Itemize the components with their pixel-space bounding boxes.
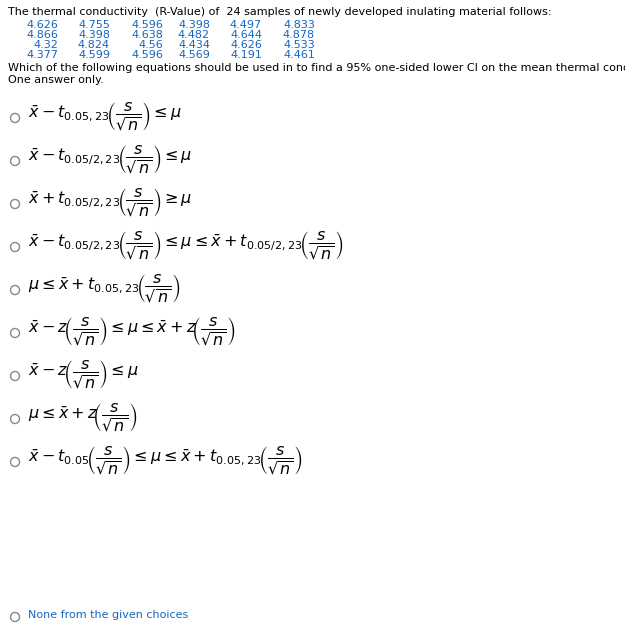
Text: 4.755: 4.755: [78, 20, 110, 30]
Text: 4.626: 4.626: [230, 40, 262, 50]
Text: 4.878: 4.878: [283, 30, 315, 40]
Text: 4.434: 4.434: [178, 40, 210, 50]
Text: $\bar{x} - t_{0.05/2,23}\!\left(\dfrac{s}{\sqrt{n}}\right) \leq \mu \leq \bar{x}: $\bar{x} - t_{0.05/2,23}\!\left(\dfrac{s…: [28, 229, 344, 261]
Text: $\bar{x} - t_{0.05/2,23}\!\left(\dfrac{s}{\sqrt{n}}\right) \leq \mu$: $\bar{x} - t_{0.05/2,23}\!\left(\dfrac{s…: [28, 143, 192, 174]
Text: 4.32: 4.32: [33, 40, 58, 50]
Text: 4.398: 4.398: [178, 20, 210, 30]
Text: The thermal conductivity  (R-Value) of  24 samples of newly developed inulating : The thermal conductivity (R-Value) of 24…: [8, 7, 551, 17]
Text: $\bar{x} - z\!\left(\dfrac{s}{\sqrt{n}}\right) \leq \mu$: $\bar{x} - z\!\left(\dfrac{s}{\sqrt{n}}\…: [28, 358, 139, 390]
Text: 4.644: 4.644: [230, 30, 262, 40]
Text: $\bar{x} - t_{0.05}\!\left(\dfrac{s}{\sqrt{n}}\right) \leq \mu \leq \bar{x} + t_: $\bar{x} - t_{0.05}\!\left(\dfrac{s}{\sq…: [28, 444, 302, 476]
Text: $\bar{x} - t_{0.05,23}\!\left(\dfrac{s}{\sqrt{n}}\right) \leq \mu$: $\bar{x} - t_{0.05,23}\!\left(\dfrac{s}{…: [28, 100, 182, 131]
Text: 4.833: 4.833: [283, 20, 315, 30]
Text: 4.56: 4.56: [138, 40, 163, 50]
Text: $\bar{x} - z\!\left(\dfrac{s}{\sqrt{n}}\right) \leq \mu \leq \bar{x} + z\!\left(: $\bar{x} - z\!\left(\dfrac{s}{\sqrt{n}}\…: [28, 315, 236, 347]
Text: $\bar{x} + t_{0.05/2,23}\!\left(\dfrac{s}{\sqrt{n}}\right) \geq \mu$: $\bar{x} + t_{0.05/2,23}\!\left(\dfrac{s…: [28, 186, 192, 217]
Text: 4.377: 4.377: [26, 50, 58, 60]
Text: 4.191: 4.191: [230, 50, 262, 60]
Text: $\mu \leq \bar{x} + z\!\left(\dfrac{s}{\sqrt{n}}\right)$: $\mu \leq \bar{x} + z\!\left(\dfrac{s}{\…: [28, 401, 138, 433]
Text: 4.398: 4.398: [78, 30, 110, 40]
Text: 4.533: 4.533: [283, 40, 315, 50]
Text: 4.824: 4.824: [78, 40, 110, 50]
Text: 4.626: 4.626: [26, 20, 58, 30]
Text: 4.599: 4.599: [78, 50, 110, 60]
Text: 4.482: 4.482: [178, 30, 210, 40]
Text: One answer only.: One answer only.: [8, 75, 104, 85]
Text: 4.596: 4.596: [131, 50, 163, 60]
Text: 4.497: 4.497: [230, 20, 262, 30]
Text: Which of the following equations should be used in to find a 95% one-sided lower: Which of the following equations should …: [8, 63, 625, 73]
Text: 4.866: 4.866: [26, 30, 58, 40]
Text: 4.638: 4.638: [131, 30, 163, 40]
Text: None from the given choices: None from the given choices: [28, 610, 188, 620]
Text: $\mu \leq \bar{x} + t_{0.05,23}\!\left(\dfrac{s}{\sqrt{n}}\right)$: $\mu \leq \bar{x} + t_{0.05,23}\!\left(\…: [28, 272, 181, 304]
Text: 4.596: 4.596: [131, 20, 163, 30]
Text: 4.461: 4.461: [283, 50, 315, 60]
Text: 4.569: 4.569: [178, 50, 210, 60]
